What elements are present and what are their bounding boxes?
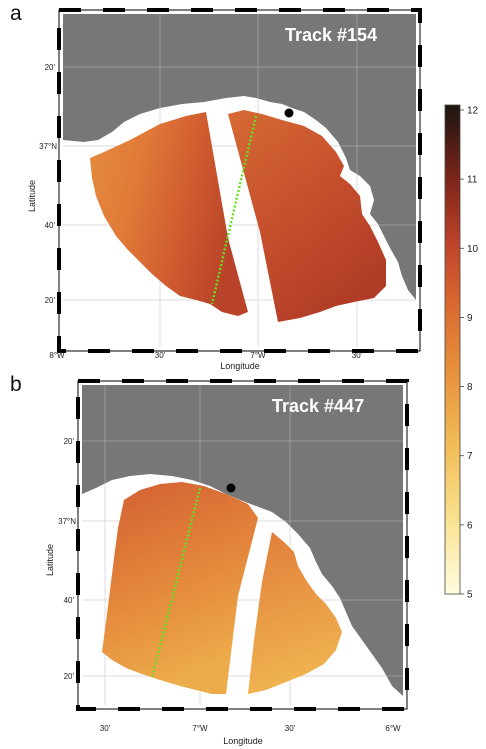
panel-b-xlabel: Longitude	[223, 736, 263, 746]
colorbar-tick-label: 10	[467, 244, 479, 255]
panel-b-land	[82, 385, 403, 696]
panel-a-ytick-3: 20'	[45, 296, 56, 305]
colorbar-tick-label: 6	[467, 520, 473, 531]
colorbar-tick-label: 11	[467, 175, 478, 186]
colorbar-tick-label: 9	[467, 313, 473, 324]
panel-a-track-line	[210, 115, 258, 305]
panel-b-ytick-1: 37°N	[58, 517, 76, 526]
panel-b-track-line	[150, 487, 202, 679]
colorbar: 12 11 10 9 8 7 6 5	[444, 104, 479, 601]
panel-a-xtick-1: 30'	[155, 351, 166, 360]
panel-b-xtick-3: 6°W	[385, 724, 401, 733]
colorbar-ticks: 12 11 10 9 8 7 6 5	[460, 106, 479, 601]
panel-a-land	[63, 14, 416, 300]
colorbar-tick-label: 8	[467, 382, 473, 393]
panel-b-track-title: Track #447	[272, 396, 364, 416]
colorbar-tick-label: 7	[467, 451, 473, 462]
panel-a-station-dot	[284, 108, 294, 118]
panel-a-map: Track #154 8°W 30' 7°W 30' Longitude 20'…	[27, 8, 422, 371]
panel-a-ytick-2: 40'	[45, 221, 56, 230]
panel-b-map: Track #447 30' 7°W 30' 6°W Longitude 20'…	[45, 379, 409, 746]
panel-a-track-title: Track #154	[285, 25, 377, 45]
panel-b-ytick-2: 40'	[64, 596, 75, 605]
panel-b-frame-ticks	[76, 379, 409, 711]
panel-b-ylabel: Latitude	[45, 544, 55, 576]
panel-b-ytick-0: 20'	[64, 437, 75, 446]
colorbar-tick-label: 5	[467, 590, 473, 601]
panel-b-letter: b	[10, 373, 22, 396]
panel-b-xtick-2: 30'	[285, 724, 296, 733]
panel-b-xtick-1: 7°W	[192, 724, 208, 733]
panel-a-letter: a	[10, 2, 22, 25]
panel-b-swath-right	[248, 532, 342, 694]
panel-a-xtick-3: 30'	[352, 351, 363, 360]
panel-a-frame-ticks	[57, 8, 422, 353]
panel-a-xlabel: Longitude	[220, 361, 260, 371]
panel-b-swath-left	[102, 482, 258, 694]
panel-b-xtick-0: 30'	[100, 724, 111, 733]
panel-a-xtick-2: 7°W	[250, 351, 266, 360]
panel-b-station-dot	[226, 483, 236, 493]
panel-b-ytick-3: 20'	[64, 672, 75, 681]
colorbar-tick-label: 12	[467, 106, 479, 117]
panel-a-ytick-1: 37°N	[39, 142, 57, 151]
panel-a-swath-right	[228, 110, 386, 322]
panel-a-ylabel: Latitude	[27, 180, 37, 212]
panel-a-swath-left	[90, 112, 248, 316]
colorbar-bar	[444, 104, 461, 595]
panel-a-xtick-0: 8°W	[49, 351, 65, 360]
panel-a-ytick-0: 20'	[45, 63, 56, 72]
